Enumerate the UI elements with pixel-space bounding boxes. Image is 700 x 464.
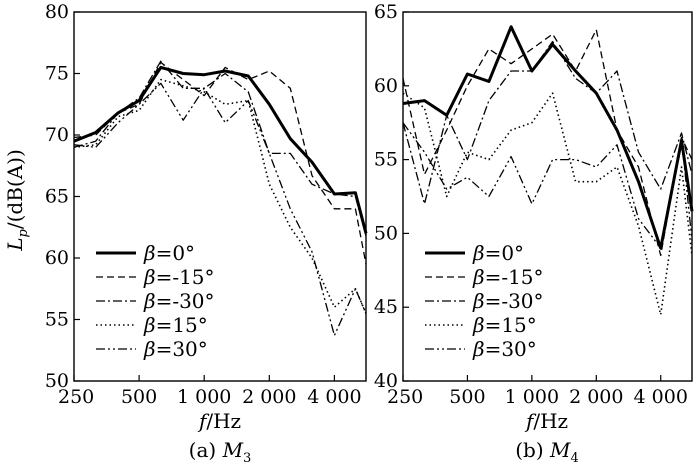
y-tick-label-a-70: 70 <box>45 124 69 146</box>
caption-a-var: M <box>222 438 244 462</box>
legend-label-val-b-0: =0° <box>485 241 524 265</box>
y-axis-label-unit: /(dB(A)) <box>3 149 27 229</box>
y-axis-label-var: L <box>3 237 27 251</box>
legend-label-a-0: β=0° <box>143 241 195 265</box>
series-line-a-0 <box>73 65 368 234</box>
y-tick-label-b-60: 60 <box>374 75 398 97</box>
y-tick-label-b-50: 50 <box>374 222 398 244</box>
x-ticks-b: 250 500 1 000 2 000 4 000 <box>387 375 688 408</box>
y-tick-label-a-55: 55 <box>45 309 69 331</box>
series-line-b-2 <box>402 40 693 205</box>
y-tick-label-a-80: 80 <box>45 1 69 23</box>
legend-label-a-3: β=15° <box>143 313 208 337</box>
legend-label-var-b-2: β <box>472 289 485 313</box>
plot-frame-a <box>73 11 367 382</box>
legend-label-b-1: β=-15° <box>472 265 544 289</box>
series-line-b-0 <box>402 25 694 250</box>
x-ticks-a: 250 500 1 000 2 000 4 000 <box>58 375 362 408</box>
caption-a-prefix: (a) <box>189 438 223 462</box>
y-tick-label-b-65: 65 <box>374 1 398 23</box>
x-tick-label-a-4000: 4 000 <box>307 386 361 408</box>
series-line-b-4 <box>402 122 693 249</box>
legend-label-var-a-0: β <box>143 241 156 265</box>
caption-b-sub: 4 <box>570 451 578 464</box>
legend-label-val-a-3: =15° <box>156 313 208 337</box>
series-line-a-4 <box>73 82 367 337</box>
x-tick-label-a-2000: 2 000 <box>242 386 296 408</box>
series-line-b-3 <box>402 92 693 316</box>
caption-a-sub: 3 <box>243 451 251 464</box>
legend-label-var-b-1: β <box>472 265 485 289</box>
y-axis-label-sub: p <box>16 228 31 237</box>
plot-frame-b <box>402 11 693 382</box>
y-tick-label-a-75: 75 <box>45 63 69 85</box>
legend-label-var-b-0: β <box>472 241 485 265</box>
y-tick-label-a-65: 65 <box>45 186 69 208</box>
y-tick-label-b-55: 55 <box>374 149 398 171</box>
legend-label-val-b-4: =30° <box>485 337 537 361</box>
x-axis-label-unit-a: /Hz <box>206 409 241 433</box>
legend-label-var-a-1: β <box>143 265 156 289</box>
series-lines-a <box>73 60 368 337</box>
legend-label-b-0: β=0° <box>472 241 524 265</box>
series-line-a-2 <box>73 60 367 237</box>
legend-label-b-2: β=-30° <box>472 289 544 313</box>
y-tick-label-b-45: 45 <box>374 296 398 318</box>
y-ticks-a: 50 55 60 65 70 75 80 <box>45 1 80 392</box>
y-ticks-b: 40 45 50 55 60 65 <box>374 1 409 392</box>
legend-label-var-b-4: β <box>472 337 485 361</box>
series-line-a-1 <box>73 61 367 265</box>
caption-b-var: M <box>549 438 571 462</box>
x-axis-label-b: f/Hz <box>524 409 568 433</box>
legend-label-val-a-2: =-30° <box>156 289 215 313</box>
x-tick-label-b-500: 500 <box>449 386 485 408</box>
x-tick-label-a-500: 500 <box>121 386 157 408</box>
x-tick-label-a-250: 250 <box>58 386 94 408</box>
legend-label-val-a-4: =30° <box>156 337 208 361</box>
x-tick-label-b-4000: 4 000 <box>634 386 688 408</box>
legend-label-a-4: β=30° <box>143 337 208 361</box>
legend-label-val-b-3: =15° <box>485 313 537 337</box>
y-tick-label-a-50: 50 <box>45 370 69 392</box>
legend-label-var-a-4: β <box>143 337 156 361</box>
legend-label-b-3: β=15° <box>472 313 537 337</box>
caption-a: (a) M3 <box>189 438 252 464</box>
y-tick-label-a-60: 60 <box>45 247 69 269</box>
legend-label-a-1: β=-15° <box>143 265 215 289</box>
legend-label-val-a-1: =-15° <box>156 265 215 289</box>
legend-label-val-b-1: =-15° <box>485 265 544 289</box>
x-axis-label-a: f/Hz <box>197 409 241 433</box>
x-tick-label-a-1000: 1 000 <box>177 386 231 408</box>
series-line-b-1 <box>402 29 693 257</box>
legend-label-b-4: β=30° <box>472 337 537 361</box>
y-axis-label: Lp/(dB(A)) <box>3 149 31 252</box>
x-tick-label-b-1000: 1 000 <box>505 386 559 408</box>
caption-b: (b) M4 <box>515 438 579 464</box>
legend-label-a-2: β=-30° <box>143 289 215 313</box>
x-tick-label-b-250: 250 <box>387 386 423 408</box>
legend-label-val-b-2: =-30° <box>485 289 544 313</box>
legend-label-var-a-3: β <box>143 313 156 337</box>
legend-label-val-a-0: =0° <box>156 241 195 265</box>
y-tick-label-b-40: 40 <box>374 370 398 392</box>
x-axis-label-unit-b: /Hz <box>533 409 568 433</box>
legend-a: β=0°β=-15°β=-30°β=15°β=30° <box>96 241 215 361</box>
legend-label-var-a-2: β <box>143 289 156 313</box>
legend-b: β=0°β=-15°β=-30°β=15°β=30° <box>425 241 544 361</box>
x-tick-label-b-2000: 2 000 <box>569 386 623 408</box>
series-lines-b <box>402 25 694 316</box>
legend-label-var-b-3: β <box>472 313 485 337</box>
caption-b-prefix: (b) <box>515 438 550 462</box>
